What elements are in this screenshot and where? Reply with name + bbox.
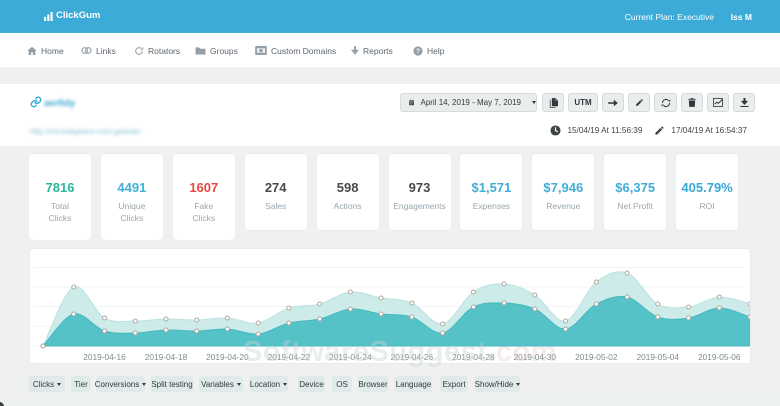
svg-text:?: ? — [416, 48, 420, 55]
